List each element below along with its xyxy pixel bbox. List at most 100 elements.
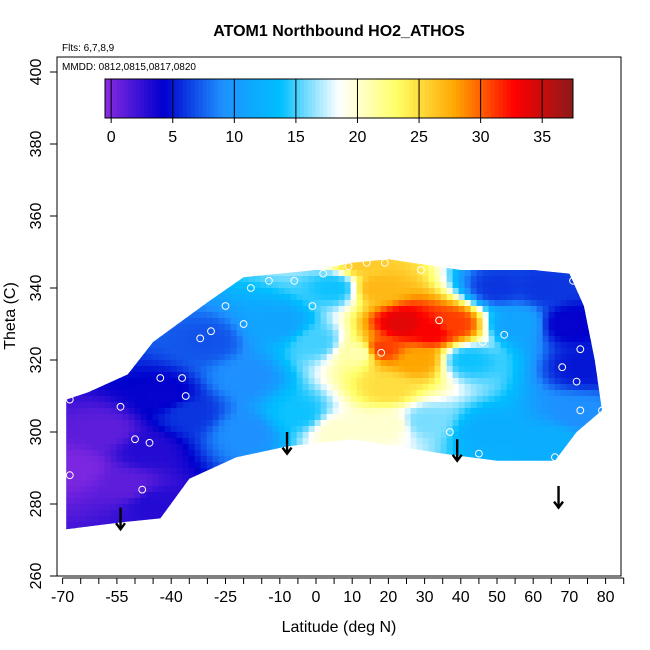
heatmap-cell	[500, 330, 508, 337]
heatmap-cell	[278, 492, 286, 499]
heatmap-cell	[218, 342, 226, 349]
heatmap-cell	[476, 378, 484, 385]
heatmap-cell	[542, 270, 550, 277]
heatmap-cell	[104, 384, 112, 391]
heatmap-cell	[572, 312, 580, 319]
heatmap-cell	[494, 366, 502, 373]
heatmap-cell	[302, 312, 310, 319]
heatmap-cell	[170, 462, 178, 469]
heatmap-cell	[470, 282, 478, 289]
colorbar-swatch	[159, 79, 164, 118]
heatmap-cell	[374, 306, 382, 313]
heatmap-cell	[506, 522, 514, 529]
heatmap-cell	[386, 384, 394, 391]
heatmap-cell	[338, 294, 346, 301]
heatmap-cell	[428, 414, 436, 421]
heatmap-cell	[560, 282, 568, 289]
heatmap-cell	[68, 348, 76, 355]
heatmap-cell	[345, 252, 352, 259]
heatmap-cell	[572, 492, 580, 499]
heatmap-cell	[86, 336, 94, 343]
heatmap-cell	[188, 354, 196, 361]
heatmap-cell	[236, 336, 244, 343]
heatmap-cell	[134, 264, 142, 271]
colorbar-swatch	[522, 79, 527, 118]
heatmap-cell	[302, 378, 310, 385]
heatmap-cell	[98, 516, 106, 523]
heatmap-cell	[530, 288, 538, 295]
heatmap-cell	[374, 528, 382, 530]
heatmap-cell	[452, 306, 460, 313]
heatmap-cell	[344, 456, 352, 463]
heatmap-cell	[128, 396, 136, 403]
heatmap-cell	[182, 294, 190, 301]
heatmap-cell	[218, 468, 226, 475]
heatmap-cell	[242, 378, 250, 385]
heatmap-cell	[242, 426, 250, 433]
heatmap-cell	[224, 366, 232, 373]
heatmap-cell	[266, 336, 274, 343]
heatmap-cell	[488, 360, 496, 367]
colorbar-swatch	[198, 79, 203, 118]
heatmap-cell	[422, 522, 430, 529]
heatmap-cell	[404, 492, 412, 499]
heatmap-cell	[500, 444, 508, 451]
heatmap-cell	[590, 330, 598, 337]
heatmap-cell	[423, 252, 430, 259]
heatmap-cell	[506, 528, 514, 530]
heatmap-cell	[524, 378, 532, 385]
heatmap-cell	[584, 348, 592, 355]
heatmap-cell	[158, 366, 166, 373]
heatmap-cell	[212, 498, 220, 505]
heatmap-cell	[380, 468, 388, 475]
heatmap-cell	[122, 342, 130, 349]
heatmap-cell	[230, 390, 238, 397]
heatmap-cell	[278, 462, 286, 469]
heatmap-cell	[116, 426, 124, 433]
heatmap-cell	[164, 420, 172, 427]
heatmap-cell	[320, 294, 328, 301]
heatmap-cell	[146, 474, 154, 481]
heatmap-cell	[308, 474, 316, 481]
heatmap-cell	[374, 444, 382, 451]
heatmap-cell	[224, 360, 232, 367]
heatmap-cell	[596, 516, 602, 523]
heatmap-cell	[500, 312, 508, 319]
heatmap-cell	[231, 252, 238, 259]
heatmap-cell	[428, 318, 436, 325]
colorbar-tick-label: 30	[472, 129, 490, 146]
heatmap-cell	[104, 408, 112, 415]
heatmap-cell	[500, 504, 508, 511]
heatmap-cell	[278, 504, 286, 511]
heatmap-cell	[290, 288, 298, 295]
heatmap-cell	[98, 372, 106, 379]
heatmap-cell	[332, 516, 340, 523]
heatmap-cell	[164, 288, 172, 295]
colorbar-swatch	[436, 79, 441, 118]
heatmap-cell	[542, 276, 550, 283]
heatmap-cell	[566, 282, 574, 289]
heatmap-cell	[122, 360, 130, 367]
heatmap-cell	[140, 408, 148, 415]
heatmap-cell	[200, 414, 208, 421]
heatmap-cell	[176, 259, 184, 265]
heatmap-cell	[134, 330, 142, 337]
heatmap-cell	[434, 420, 442, 427]
heatmap-cell	[548, 372, 556, 379]
heatmap-cell	[314, 259, 322, 265]
heatmap-cell	[134, 444, 142, 451]
heatmap-cell	[284, 300, 292, 307]
heatmap-cell	[464, 276, 472, 283]
heatmap-cell	[74, 372, 82, 379]
heatmap-cell	[66, 366, 70, 373]
heatmap-cell	[578, 270, 586, 277]
heatmap-cell	[404, 318, 412, 325]
heatmap-cell	[584, 300, 592, 307]
heatmap-cell	[368, 390, 376, 397]
heatmap-cell	[374, 474, 382, 481]
heatmap-cell	[386, 444, 394, 451]
heatmap-cell	[542, 288, 550, 295]
heatmap-cell	[398, 426, 406, 433]
heatmap-cell	[92, 270, 100, 277]
heatmap-cell	[476, 342, 484, 349]
